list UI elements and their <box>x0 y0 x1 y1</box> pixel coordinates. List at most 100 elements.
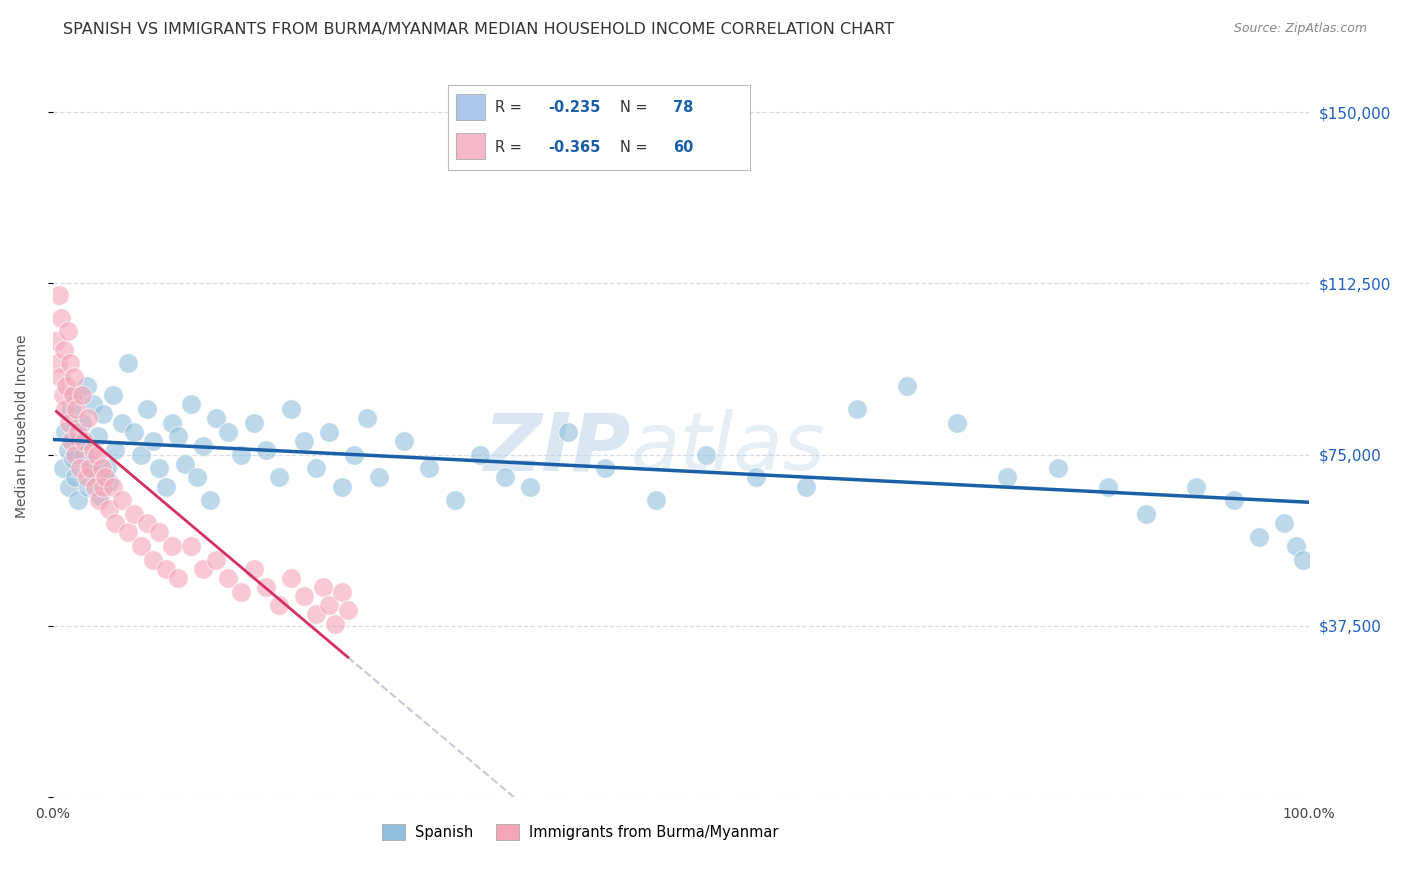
Point <box>242 416 264 430</box>
Point <box>79 457 101 471</box>
Point <box>695 448 717 462</box>
Point <box>73 434 96 448</box>
Point <box>318 599 340 613</box>
Point <box>1285 539 1308 553</box>
Point <box>89 489 111 503</box>
Point <box>79 461 101 475</box>
Point <box>76 470 98 484</box>
Point <box>56 324 79 338</box>
Point <box>267 470 290 484</box>
Point <box>745 470 768 484</box>
Point <box>55 379 77 393</box>
Point <box>87 493 110 508</box>
Point <box>292 434 315 448</box>
Point <box>49 370 72 384</box>
Point <box>101 388 124 402</box>
Point <box>796 480 818 494</box>
Point <box>155 480 177 494</box>
Point <box>160 416 183 430</box>
Point <box>160 539 183 553</box>
Point <box>65 470 87 484</box>
Point <box>1135 507 1157 521</box>
Point <box>148 461 170 475</box>
Point <box>51 310 73 325</box>
Point <box>104 516 127 530</box>
Point <box>356 411 378 425</box>
Point <box>135 402 157 417</box>
Point <box>60 434 83 448</box>
Point <box>104 443 127 458</box>
Point <box>53 425 76 439</box>
Point <box>70 416 93 430</box>
Point <box>62 452 84 467</box>
Point <box>90 461 112 475</box>
Point <box>98 475 121 489</box>
Point <box>111 493 134 508</box>
Point <box>336 603 359 617</box>
Text: ZIP: ZIP <box>484 409 630 487</box>
Point <box>91 480 114 494</box>
Point <box>135 516 157 530</box>
Point <box>65 402 87 417</box>
Point <box>66 425 89 439</box>
Point <box>76 379 98 393</box>
Point <box>198 493 221 508</box>
Point <box>98 502 121 516</box>
Point <box>193 562 215 576</box>
Point <box>45 334 67 348</box>
Point <box>48 288 70 302</box>
Point <box>52 343 75 357</box>
Point <box>330 584 353 599</box>
Point <box>193 438 215 452</box>
Point <box>343 448 366 462</box>
Point <box>59 356 82 370</box>
Point <box>242 562 264 576</box>
Point <box>87 429 110 443</box>
Point <box>280 402 302 417</box>
Point <box>111 416 134 430</box>
Point <box>292 589 315 603</box>
Point <box>58 480 80 494</box>
Point <box>52 388 75 402</box>
Point <box>595 461 617 475</box>
Point <box>60 402 83 417</box>
Point <box>65 448 87 462</box>
Point <box>167 571 190 585</box>
Point <box>845 402 868 417</box>
Point <box>56 443 79 458</box>
Point <box>557 425 579 439</box>
Point <box>443 493 465 508</box>
Point <box>122 425 145 439</box>
Point <box>142 434 165 448</box>
Point <box>254 580 277 594</box>
Point <box>65 388 87 402</box>
Point <box>91 407 114 421</box>
Point <box>70 388 93 402</box>
Point <box>94 470 117 484</box>
Point <box>1222 493 1244 508</box>
Point <box>129 448 152 462</box>
Point <box>122 507 145 521</box>
Point <box>267 599 290 613</box>
Point <box>86 448 108 462</box>
Point <box>69 461 91 475</box>
Point <box>218 425 240 439</box>
Point <box>66 493 89 508</box>
Point <box>82 397 104 411</box>
Point <box>305 607 328 622</box>
Text: SPANISH VS IMMIGRANTS FROM BURMA/MYANMAR MEDIAN HOUSEHOLD INCOME CORRELATION CHA: SPANISH VS IMMIGRANTS FROM BURMA/MYANMAR… <box>63 22 894 37</box>
Point <box>468 448 491 462</box>
Point <box>63 370 86 384</box>
Point <box>73 448 96 462</box>
Point <box>76 480 98 494</box>
Point <box>896 379 918 393</box>
Legend: Spanish, Immigrants from Burma/Myanmar: Spanish, Immigrants from Burma/Myanmar <box>375 818 785 846</box>
Point <box>84 466 107 480</box>
Point <box>1291 552 1313 566</box>
Point <box>173 457 195 471</box>
Point <box>519 480 541 494</box>
Point <box>946 416 969 430</box>
Point <box>186 470 208 484</box>
Point <box>330 480 353 494</box>
Text: atlas: atlas <box>630 409 825 487</box>
